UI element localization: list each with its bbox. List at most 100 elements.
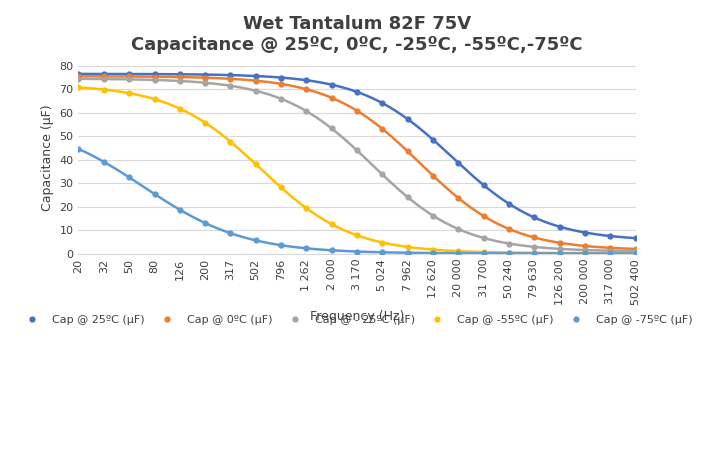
Cap @ -55ºC (µF) (580, 251, 589, 256)
Cap @ 0ºC (µF) (479, 213, 488, 219)
Cap @ 25ºC (µF) (606, 233, 615, 239)
Cap @ -55ºC (µF) (328, 221, 336, 227)
Cap @ -75ºC (µF) (226, 230, 235, 236)
Cap @ -55ºC (µF) (74, 85, 83, 90)
Cap @ 25ºC (µF) (555, 224, 564, 229)
Cap @ 25ºC (µF) (530, 215, 538, 220)
Cap @ - 25ºC (µF) (580, 247, 589, 253)
Cap @ -55ºC (µF) (302, 206, 311, 211)
Cap @ - 25ºC (µF) (530, 244, 538, 250)
Cap @ -75ºC (µF) (403, 250, 412, 255)
Cap @ -55ºC (µF) (428, 247, 437, 252)
Cap @ -55ºC (µF) (505, 250, 513, 255)
Cap @ -75ºC (µF) (631, 251, 640, 256)
Cap @ 25ºC (µF) (328, 82, 336, 88)
Cap @ 25ºC (µF) (176, 71, 184, 77)
Cap @ -55ºC (µF) (378, 240, 386, 245)
Y-axis label: Capacitance (µF): Capacitance (µF) (41, 104, 54, 211)
Cap @ 25ºC (µF) (580, 230, 589, 235)
Cap @ - 25ºC (µF) (302, 108, 311, 114)
Cap @ - 25ºC (µF) (631, 248, 640, 254)
Cap @ 25ºC (µF) (479, 182, 488, 188)
Cap @ 25ºC (µF) (403, 116, 412, 122)
Cap @ - 25ºC (µF) (328, 126, 336, 131)
Cap @ -75ºC (µF) (428, 251, 437, 256)
Cap @ - 25ºC (µF) (428, 213, 437, 218)
Cap @ 0ºC (µF) (580, 243, 589, 249)
Cap @ -55ºC (µF) (631, 251, 640, 256)
Cap @ 0ºC (µF) (555, 240, 564, 246)
Cap @ - 25ºC (µF) (606, 248, 615, 253)
Cap @ -55ºC (µF) (124, 90, 133, 96)
Cap @ 25ºC (µF) (353, 89, 361, 95)
Cap @ -75ºC (µF) (378, 250, 386, 255)
Cap @ 0ºC (µF) (74, 74, 83, 79)
Cap @ - 25ºC (µF) (505, 241, 513, 246)
Cap @ 0ºC (µF) (454, 195, 463, 201)
Cap @ 25ºC (µF) (378, 101, 386, 106)
Cap @ 25ºC (µF) (302, 78, 311, 83)
Cap @ 25ºC (µF) (505, 201, 513, 207)
Cap @ -55ºC (µF) (403, 244, 412, 250)
Cap @ -75ºC (µF) (251, 238, 260, 243)
Cap @ -75ºC (µF) (74, 146, 83, 152)
Line: Cap @ -75ºC (µF): Cap @ -75ºC (µF) (76, 146, 638, 256)
Cap @ -55ºC (µF) (454, 248, 463, 254)
Cap @ -75ºC (µF) (479, 251, 488, 256)
Cap @ -75ºC (µF) (530, 251, 538, 256)
X-axis label: Frequency (Hz): Frequency (Hz) (310, 310, 404, 323)
Cap @ - 25ºC (µF) (201, 80, 209, 85)
Cap @ -55ºC (µF) (479, 249, 488, 255)
Cap @ -75ºC (µF) (277, 242, 286, 248)
Cap @ -75ºC (µF) (555, 251, 564, 256)
Cap @ 25ºC (µF) (124, 71, 133, 77)
Cap @ 0ºC (µF) (302, 87, 311, 92)
Title: Wet Tantalum 82F 75V
Capacitance @ 25ºC, 0ºC, -25ºC, -55ºC,-75ºC: Wet Tantalum 82F 75V Capacitance @ 25ºC,… (131, 15, 583, 54)
Cap @ - 25ºC (µF) (454, 226, 463, 232)
Cap @ 0ºC (µF) (124, 74, 133, 79)
Line: Cap @ 25ºC (µF): Cap @ 25ºC (µF) (76, 71, 638, 241)
Line: Cap @ 0ºC (µF): Cap @ 0ºC (µF) (76, 74, 638, 251)
Cap @ -75ºC (µF) (176, 207, 184, 212)
Cap @ 25ºC (µF) (151, 71, 159, 77)
Cap @ -75ºC (µF) (505, 251, 513, 256)
Cap @ -55ºC (µF) (277, 185, 286, 190)
Cap @ 25ºC (µF) (226, 72, 235, 78)
Cap @ 0ºC (µF) (176, 75, 184, 80)
Cap @ - 25ºC (µF) (176, 78, 184, 84)
Cap @ -55ºC (µF) (201, 120, 209, 125)
Cap @ -75ºC (µF) (580, 251, 589, 256)
Cap @ 25ºC (µF) (201, 72, 209, 77)
Cap @ -55ºC (µF) (555, 250, 564, 255)
Cap @ 25ºC (µF) (100, 71, 109, 77)
Cap @ 0ºC (µF) (201, 75, 209, 80)
Cap @ - 25ºC (µF) (151, 77, 159, 83)
Cap @ -75ºC (µF) (353, 249, 361, 254)
Cap @ - 25ºC (µF) (378, 172, 386, 177)
Cap @ 0ºC (µF) (100, 74, 109, 79)
Cap @ -75ºC (µF) (606, 251, 615, 256)
Cap @ - 25ºC (µF) (353, 148, 361, 153)
Cap @ 25ºC (µF) (428, 137, 437, 142)
Cap @ - 25ºC (µF) (479, 235, 488, 241)
Cap @ - 25ºC (µF) (277, 96, 286, 101)
Line: Cap @ - 25ºC (µF): Cap @ - 25ºC (µF) (76, 76, 638, 254)
Cap @ -55ºC (µF) (151, 97, 159, 102)
Cap @ -75ºC (µF) (454, 251, 463, 256)
Cap @ 25ºC (µF) (631, 235, 640, 241)
Cap @ -55ºC (µF) (606, 251, 615, 256)
Cap @ -55ºC (µF) (176, 106, 184, 111)
Cap @ 25ºC (µF) (74, 71, 83, 77)
Cap @ -55ºC (µF) (226, 139, 235, 144)
Cap @ -75ºC (µF) (328, 247, 336, 253)
Cap @ -55ºC (µF) (251, 162, 260, 167)
Cap @ -75ºC (µF) (302, 246, 311, 251)
Cap @ 0ºC (µF) (403, 149, 412, 154)
Cap @ -75ºC (µF) (201, 220, 209, 226)
Cap @ 0ºC (µF) (328, 95, 336, 101)
Cap @ -75ºC (µF) (124, 175, 133, 180)
Cap @ 0ºC (µF) (277, 81, 286, 87)
Cap @ 0ºC (µF) (353, 108, 361, 114)
Cap @ - 25ºC (µF) (251, 88, 260, 93)
Cap @ 25ºC (µF) (454, 160, 463, 166)
